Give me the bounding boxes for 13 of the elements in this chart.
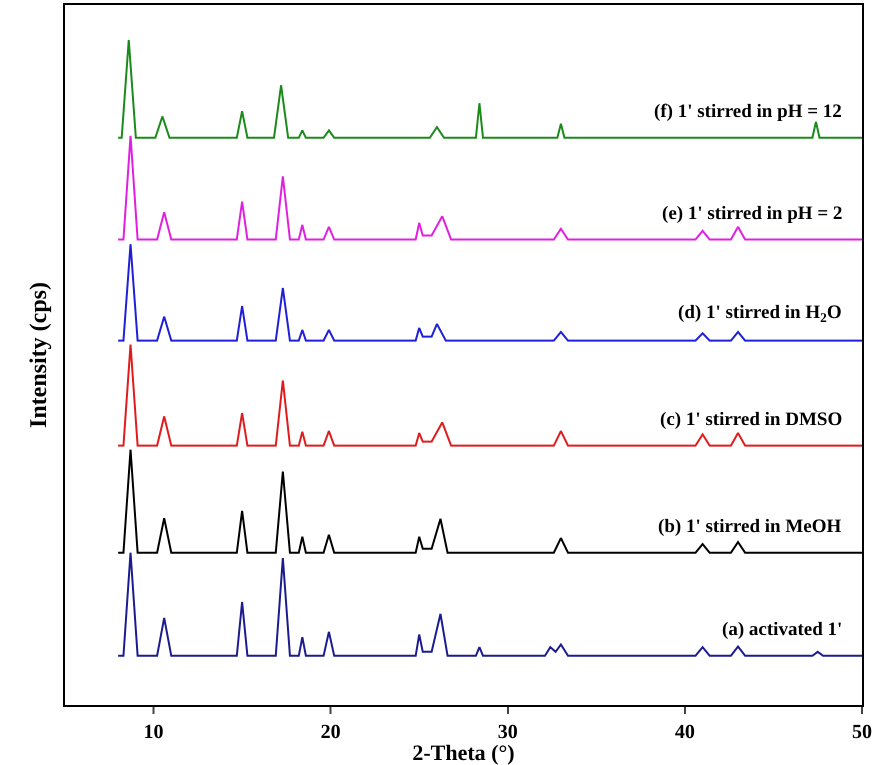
series-label: (c) 1' stirred in DMSO	[660, 409, 842, 430]
series-label: (a) activated 1'	[722, 619, 842, 640]
x-tick-label: 10	[144, 720, 164, 743]
x-axis-title: 2-Theta (°)	[412, 740, 515, 765]
series-label: (d) 1' stirred in H$_{2}$O	[678, 302, 842, 325]
x-tick-label: 30	[498, 720, 518, 743]
x-tick-label: 40	[674, 720, 695, 743]
series-label: (b) 1' stirred in MeOH	[658, 516, 842, 537]
y-axis-title: Intensity (cps)	[26, 282, 52, 428]
series-label: (f) 1' stirred in pH = 12	[654, 101, 842, 122]
x-tick-label: 50	[852, 720, 872, 743]
x-tick-label: 20	[320, 720, 341, 743]
series-label: (e) 1' stirred in pH = 2	[662, 203, 842, 224]
